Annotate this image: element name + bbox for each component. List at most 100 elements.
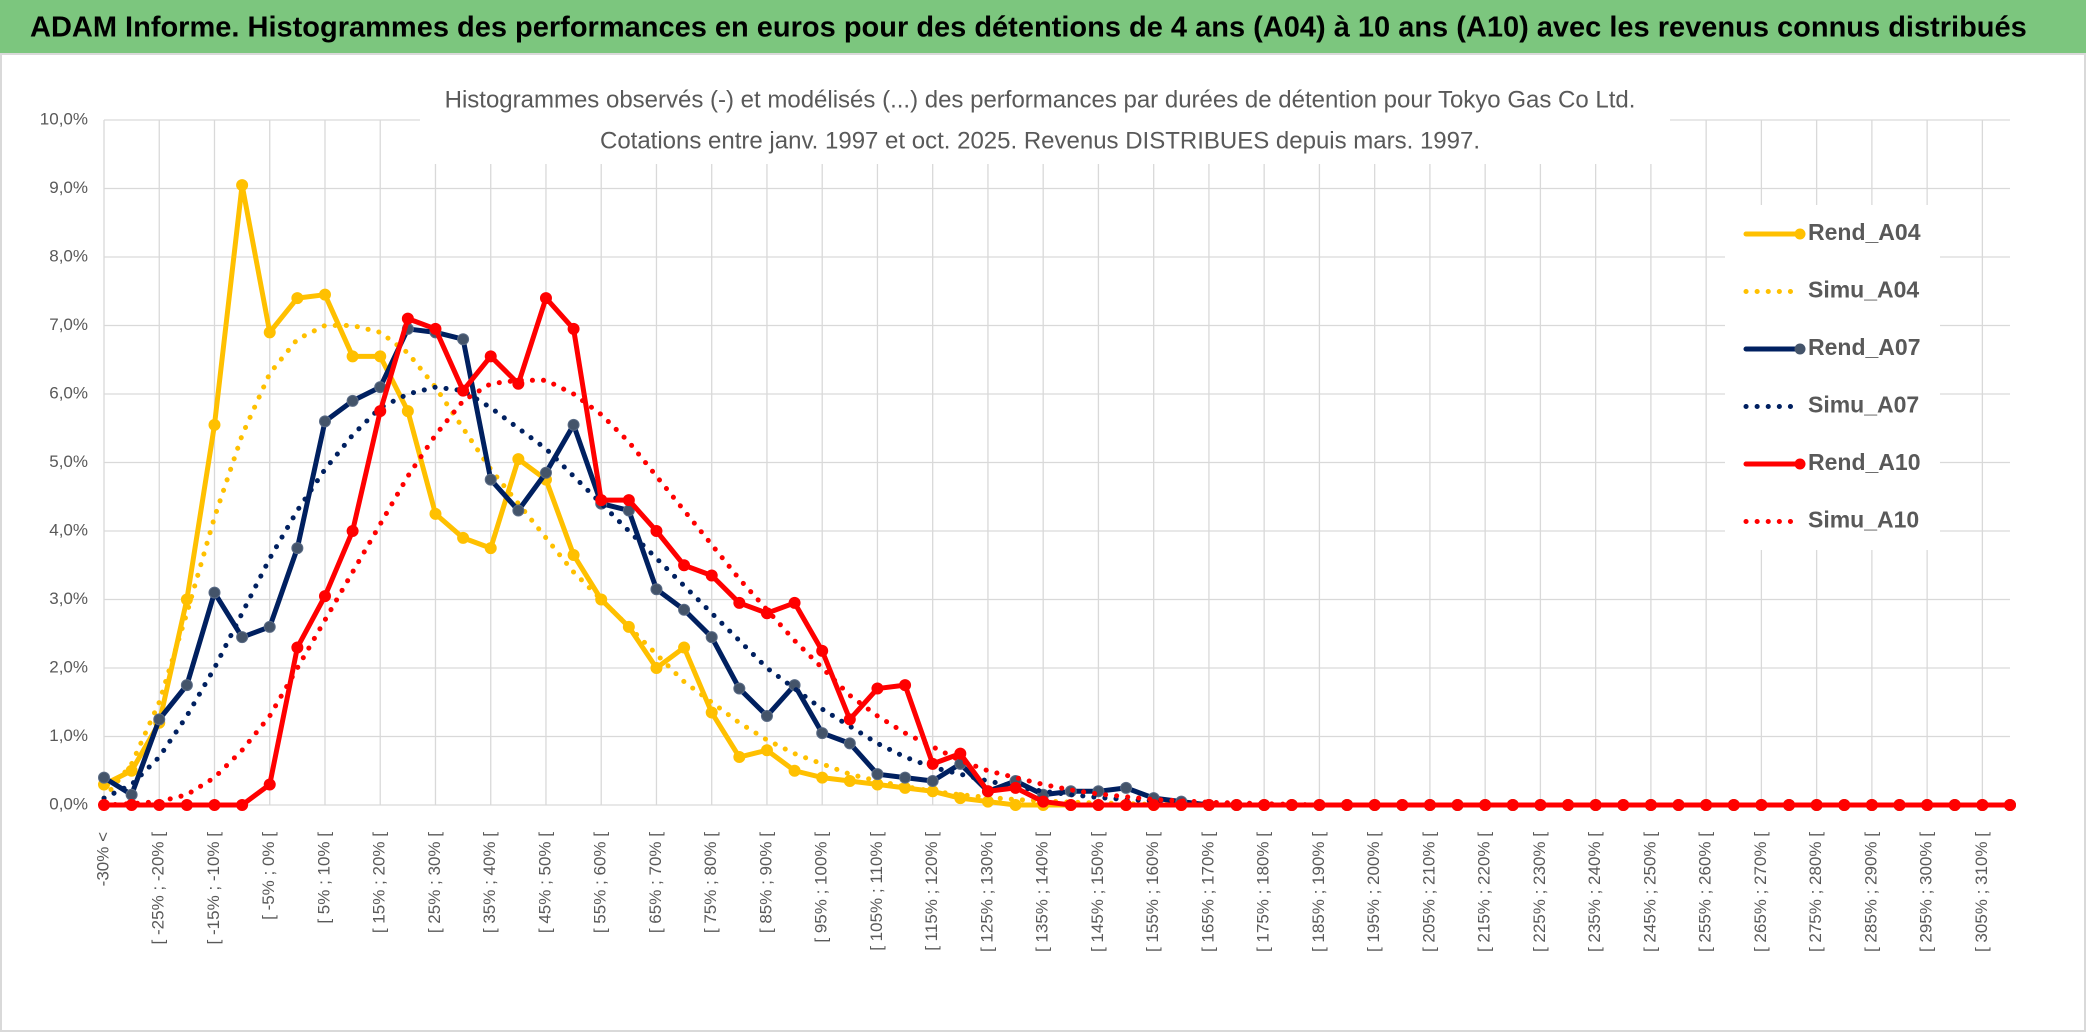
data-point bbox=[650, 525, 663, 537]
data-point bbox=[871, 682, 884, 695]
data-point bbox=[981, 785, 994, 798]
data-point bbox=[180, 679, 193, 692]
x-tick-label: [ 65% ; 70% [ bbox=[646, 832, 665, 933]
data-point bbox=[457, 333, 470, 346]
data-point bbox=[760, 744, 773, 757]
x-tick-label: [ 235% ; 240% [ bbox=[1585, 832, 1604, 952]
legend-label: Simu_A07 bbox=[1808, 392, 1919, 418]
data-point bbox=[236, 799, 249, 811]
data-point bbox=[457, 384, 470, 397]
x-tick-label: [ 85% ; 90% [ bbox=[756, 832, 775, 933]
data-point bbox=[346, 394, 359, 407]
y-tick-label: 2,0% bbox=[49, 657, 88, 676]
data-point bbox=[650, 662, 663, 674]
data-point bbox=[1092, 799, 1105, 811]
x-tick-label: [ 15% ; 20% [ bbox=[370, 832, 389, 933]
y-tick-label: 7,0% bbox=[49, 315, 88, 334]
x-tick-label: [ 75% ; 80% [ bbox=[701, 832, 720, 933]
data-point bbox=[125, 764, 138, 777]
data-point bbox=[208, 799, 221, 811]
data-point bbox=[954, 747, 967, 760]
data-point bbox=[926, 775, 939, 788]
data-point bbox=[705, 569, 718, 582]
x-tick-label: [ 265% ; 270% [ bbox=[1751, 832, 1770, 952]
data-point bbox=[926, 757, 939, 770]
data-point bbox=[457, 531, 470, 544]
data-point bbox=[816, 644, 829, 657]
data-point bbox=[346, 525, 359, 537]
legend-marker bbox=[1794, 343, 1806, 355]
y-tick-label: 6,0% bbox=[49, 383, 88, 402]
x-tick-label: [ 105% ; 110% [ bbox=[867, 832, 886, 951]
x-tick-label: [ -5% ; 0% [ bbox=[259, 832, 278, 920]
data-point bbox=[429, 507, 442, 520]
data-point bbox=[401, 312, 414, 325]
x-tick-label: [ 155% ; 160% [ bbox=[1143, 832, 1162, 952]
legend-label: Rend_A04 bbox=[1808, 219, 1921, 245]
data-point bbox=[650, 583, 663, 596]
y-tick-label: 8,0% bbox=[49, 246, 88, 265]
data-point bbox=[1230, 799, 1243, 811]
data-point bbox=[595, 494, 608, 507]
data-point bbox=[678, 641, 691, 654]
data-point bbox=[484, 473, 497, 486]
data-point bbox=[567, 322, 580, 335]
x-tick-label: [ 295% ; 300% [ bbox=[1917, 832, 1936, 952]
data-point bbox=[512, 453, 525, 466]
x-tick-label: [ 205% ; 210% [ bbox=[1419, 832, 1438, 952]
data-point bbox=[816, 771, 829, 784]
legend-marker bbox=[1794, 458, 1806, 470]
data-point bbox=[1396, 799, 1409, 811]
x-tick-label: [ 185% ; 190% [ bbox=[1309, 832, 1328, 952]
y-tick-label: 5,0% bbox=[49, 452, 88, 471]
legend-box bbox=[1725, 205, 1940, 550]
data-point bbox=[899, 771, 912, 784]
data-point bbox=[318, 415, 331, 428]
x-tick-label: [ -15% ; -10% [ bbox=[204, 832, 223, 945]
legend-marker bbox=[1794, 228, 1806, 240]
data-point bbox=[1147, 799, 1160, 811]
data-point bbox=[733, 682, 746, 695]
data-point bbox=[374, 350, 387, 363]
x-tick-label: [ 35% ; 40% [ bbox=[480, 832, 499, 933]
x-tick-label: [ 285% ; 290% [ bbox=[1861, 832, 1880, 952]
data-point bbox=[760, 709, 773, 722]
x-tick-label: [ 135% ; 140% [ bbox=[1033, 832, 1052, 952]
data-point bbox=[705, 631, 718, 644]
data-point bbox=[733, 751, 746, 764]
data-point bbox=[291, 542, 304, 555]
data-point bbox=[374, 405, 387, 418]
data-point bbox=[291, 292, 304, 305]
x-tick-label: [ 125% ; 130% [ bbox=[977, 832, 996, 952]
x-tick-label: [ 175% ; 180% [ bbox=[1254, 832, 1273, 952]
data-point bbox=[401, 405, 414, 418]
y-tick-label: 1,0% bbox=[49, 726, 88, 745]
data-point bbox=[678, 559, 691, 572]
data-point bbox=[263, 778, 276, 791]
legend-label: Simu_A04 bbox=[1808, 277, 1919, 303]
data-point bbox=[263, 620, 276, 633]
data-point bbox=[236, 631, 249, 644]
x-tick-label: -30% < bbox=[93, 832, 112, 886]
data-point bbox=[622, 494, 635, 507]
series-line bbox=[101, 377, 2013, 808]
x-tick-label: [ 215% ; 220% [ bbox=[1475, 832, 1494, 952]
x-tick-label: [ 275% ; 280% [ bbox=[1806, 832, 1825, 952]
x-tick-label: [ 305% ; 310% [ bbox=[1972, 832, 1991, 952]
legend-label: Simu_A10 bbox=[1808, 507, 1919, 533]
data-point bbox=[788, 596, 801, 609]
data-point bbox=[153, 713, 166, 726]
data-point bbox=[843, 775, 856, 788]
y-tick-label: 10,0% bbox=[40, 109, 88, 128]
data-point bbox=[539, 466, 552, 479]
data-point bbox=[567, 548, 580, 561]
data-point bbox=[843, 713, 856, 726]
data-point bbox=[788, 764, 801, 777]
data-point bbox=[843, 737, 856, 750]
data-point bbox=[208, 586, 221, 599]
x-tick-label: [ 45% ; 50% [ bbox=[535, 832, 554, 933]
data-point bbox=[1009, 799, 1022, 811]
y-tick-label: 9,0% bbox=[49, 178, 88, 197]
data-point bbox=[512, 504, 525, 517]
